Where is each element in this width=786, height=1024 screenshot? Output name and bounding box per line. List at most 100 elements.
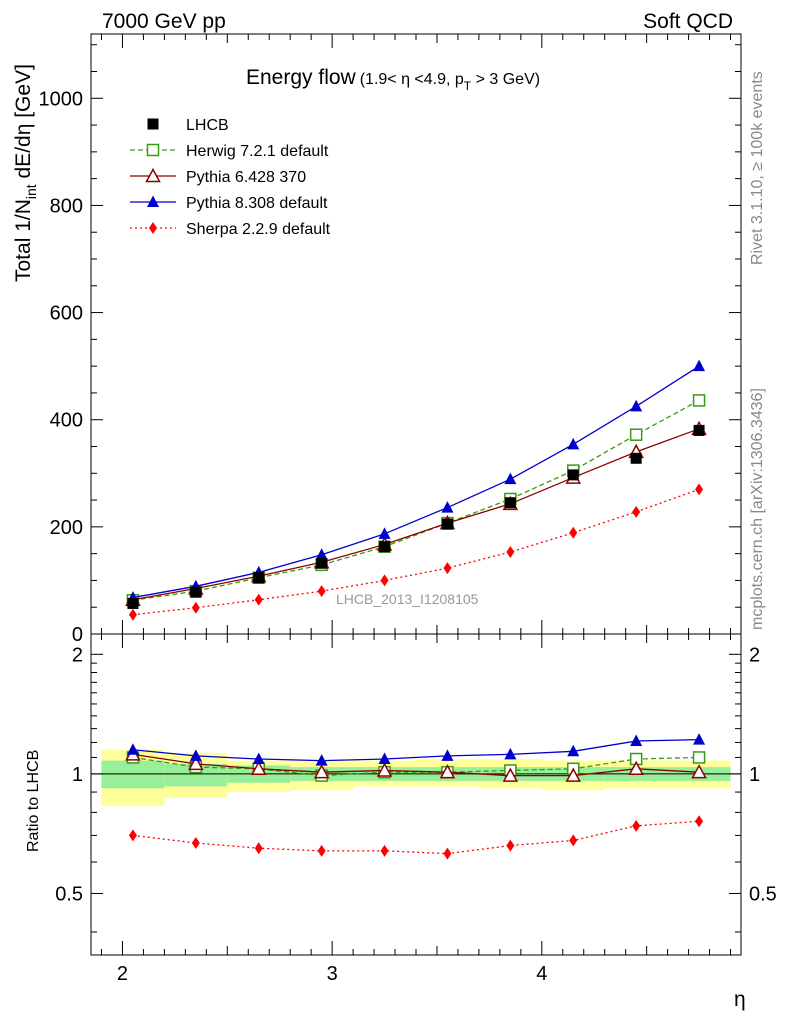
point-pythia-6-428-370 [250, 760, 267, 776]
point-pythia-8-308-default [126, 743, 139, 755]
point-pythia-6-428-370 [313, 764, 330, 779]
main-y-tick-label: 600 [50, 303, 83, 325]
point-pythia-8-308-default [315, 754, 328, 766]
point-sherpa-2-2-9-default [128, 608, 137, 621]
point-sherpa-2-2-9-default [569, 526, 578, 539]
point-pythia-6-428-370 [565, 767, 582, 782]
series-line-pythia-8-308-default [132, 738, 700, 762]
legend-marker-herwig-7-2-1-default [146, 143, 160, 157]
point-pythia-8-308-default [315, 548, 328, 560]
x-tick-label: 4 [536, 963, 547, 985]
point-lhcb [441, 518, 453, 530]
series-line-pythia-8-308-default [132, 365, 700, 599]
point-pythia-8-308-default [441, 749, 454, 761]
point-sherpa-2-2-9-default [191, 836, 200, 849]
point-pythia-8-308-default [693, 359, 706, 372]
legend-label-sherpa-2-2-9-default: Sherpa 2.2.9 default [186, 221, 331, 238]
point-sherpa-2-2-9-default [632, 819, 641, 832]
series-line-pythia-6-428-370 [132, 753, 700, 777]
point-sherpa-2-2-9-default [506, 546, 515, 559]
point-pythia-8-308-default [567, 437, 580, 450]
axis-ticks [91, 34, 741, 955]
point-sherpa-2-2-9-default [317, 585, 326, 598]
ratio-y-axis-label: Ratio to LHCB [25, 750, 42, 852]
series-line-sherpa-2-2-9-default [132, 488, 700, 616]
mcplots-label: mcplots.cern.ch [arXiv:1306.3436] [749, 388, 766, 630]
x-tick-label: 2 [117, 963, 128, 985]
point-sherpa-2-2-9-default [443, 847, 452, 860]
ratio-series-group [125, 733, 707, 860]
series-line-pythia-6-428-370 [132, 428, 700, 601]
ratio-y-tick-label: 1 [72, 764, 83, 786]
point-pythia-8-308-default [378, 752, 391, 765]
series-line-sherpa-2-2-9-default [132, 820, 700, 855]
point-sherpa-2-2-9-default [695, 483, 704, 496]
point-pythia-8-308-default [504, 747, 517, 760]
main-series-group [125, 359, 707, 621]
ratio-y-tick-label-right: 2 [749, 644, 760, 666]
point-sherpa-2-2-9-default [254, 842, 263, 855]
legend-marker-sherpa-2-2-9-default [149, 222, 157, 234]
point-lhcb [693, 424, 705, 436]
point-pythia-8-308-default [252, 752, 265, 765]
point-pythia-6-428-370 [502, 767, 519, 782]
point-sherpa-2-2-9-default [632, 505, 641, 518]
point-pythia-8-308-default [504, 472, 517, 485]
point-pythia-8-308-default [693, 733, 706, 745]
legend-marker-pythia-6-428-370 [145, 167, 161, 183]
point-sherpa-2-2-9-default [191, 601, 200, 614]
legend: LHCB Herwig 7.2.1 default Pythia 6.428 370… [130, 117, 331, 238]
point-sherpa-2-2-9-default [128, 829, 137, 842]
main-y-axis-label: Total 1/Nint dE/dη [GeV] [12, 64, 39, 282]
point-lhcb [567, 469, 579, 481]
legend-label-pythia-8-308-default: Pythia 8.308 default [186, 195, 328, 212]
ratio-y-tick-label: 2 [72, 644, 83, 666]
point-sherpa-2-2-9-default [506, 839, 515, 852]
point-sherpa-2-2-9-default [695, 815, 704, 828]
main-y-tick-label: 200 [50, 517, 83, 539]
series-line-herwig-7-2-1-default [132, 756, 700, 777]
point-herwig-7-2-1-default [692, 394, 706, 407]
point-pythia-8-308-default [630, 399, 643, 412]
ratio-y-tick-label: 0.5 [55, 883, 83, 905]
point-sherpa-2-2-9-default [443, 562, 452, 575]
main-y-tick-label: 0 [72, 624, 83, 646]
ratio-y-tick-label-right: 1 [749, 764, 760, 786]
point-pythia-8-308-default [630, 734, 643, 747]
point-lhcb [253, 572, 265, 584]
tick-labels: 0 200 400 600 800 1000 2 3 4 0.5 0.5 1 1 2 2 [39, 88, 777, 985]
main-title: Energy flow (1.9< η <4.9, pT > 3 GeV) [246, 66, 540, 93]
green-band-segment [101, 760, 165, 789]
point-pythia-6-428-370 [376, 762, 393, 777]
main-y-tick-label: 400 [50, 410, 83, 432]
point-lhcb [127, 597, 139, 609]
point-pythia-6-428-370 [439, 764, 456, 779]
point-pythia-8-308-default [378, 527, 391, 539]
point-lhcb [630, 452, 642, 464]
header-left: 7000 GeV pp [102, 10, 226, 33]
point-sherpa-2-2-9-default [569, 834, 578, 847]
legend-marker-lhcb [147, 118, 159, 130]
point-sherpa-2-2-9-default [380, 844, 389, 857]
point-lhcb [190, 586, 202, 598]
analysis-watermark: LHCB_2013_I1208105 [336, 591, 479, 607]
point-pythia-8-308-default [441, 501, 454, 513]
point-lhcb [504, 497, 516, 509]
point-pythia-6-428-370 [628, 760, 644, 776]
point-pythia-8-308-default [189, 749, 202, 761]
x-tick-label: 3 [327, 963, 338, 985]
green-band-segment [164, 763, 228, 787]
point-herwig-7-2-1-default [629, 428, 643, 441]
point-lhcb [316, 557, 328, 569]
point-pythia-6-428-370 [188, 755, 204, 771]
point-pythia-6-428-370 [691, 764, 707, 779]
legend-marker-pythia-8-308-default [147, 195, 159, 207]
header-right: Soft QCD [643, 10, 733, 33]
legend-label-pythia-6-428-370: Pythia 6.428 370 [186, 169, 306, 186]
point-sherpa-2-2-9-default [254, 593, 263, 606]
main-y-tick-label: 800 [50, 195, 83, 217]
point-herwig-7-2-1-default [692, 751, 706, 764]
point-lhcb [379, 541, 391, 553]
x-axis-label: η [734, 988, 746, 1011]
